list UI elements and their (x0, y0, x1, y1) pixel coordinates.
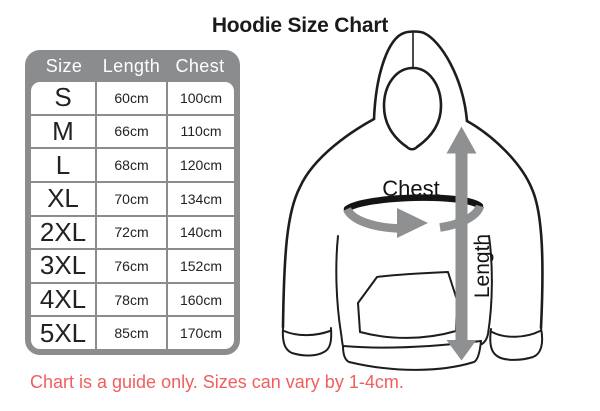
chest-cell: 152cm (168, 250, 234, 282)
length-cell: 68cm (97, 149, 166, 181)
header-size: Size (45, 55, 83, 76)
length-cell: 60cm (97, 82, 166, 114)
size-cell: S (31, 82, 95, 114)
table-body: S 60cm 100cm M 66cm 110cm L 68cm 120cm X… (31, 82, 234, 349)
size-cell: 5XL (31, 317, 95, 349)
size-cell: XL (31, 182, 95, 215)
length-label: Length (471, 234, 494, 298)
chest-cell: 140cm (168, 216, 234, 249)
chest-label: Chest (382, 176, 439, 201)
length-cell: 85cm (97, 317, 166, 349)
length-arrowhead-down-icon (446, 340, 477, 361)
chest-cell: 100cm (168, 82, 234, 114)
hoodie-diagram: Chest Length (281, 30, 544, 371)
length-arrow (446, 126, 477, 361)
length-cell: 66cm (97, 115, 166, 148)
size-table: Size Length Chest S 60cm 100cm M 66cm 11… (25, 50, 240, 355)
size-cell: 2XL (31, 216, 95, 249)
size-cell: M (31, 115, 95, 148)
chest-cell: 120cm (168, 149, 234, 181)
size-cell: 3XL (31, 250, 95, 282)
chest-cell: 134cm (168, 182, 234, 215)
length-cell: 76cm (97, 250, 166, 282)
table-header: Size Length Chest (25, 50, 240, 82)
length-cell: 72cm (97, 216, 166, 249)
chest-cell: 110cm (168, 115, 234, 148)
length-arrowhead-up-icon (446, 126, 477, 154)
size-cell: L (31, 149, 95, 181)
length-cell: 78cm (97, 283, 166, 316)
size-cell: 4XL (31, 283, 95, 316)
chest-cell: 170cm (168, 317, 234, 349)
length-cell: 70cm (97, 182, 166, 215)
header-length: Length (102, 55, 161, 76)
header-chest: Chest (175, 55, 225, 76)
chest-arrowhead-icon (397, 208, 428, 238)
page-title: Hoodie Size Chart (211, 14, 389, 37)
disclaimer-note: Chart is a guide only. Sizes can vary by… (30, 372, 404, 392)
chest-cell: 160cm (168, 283, 234, 316)
